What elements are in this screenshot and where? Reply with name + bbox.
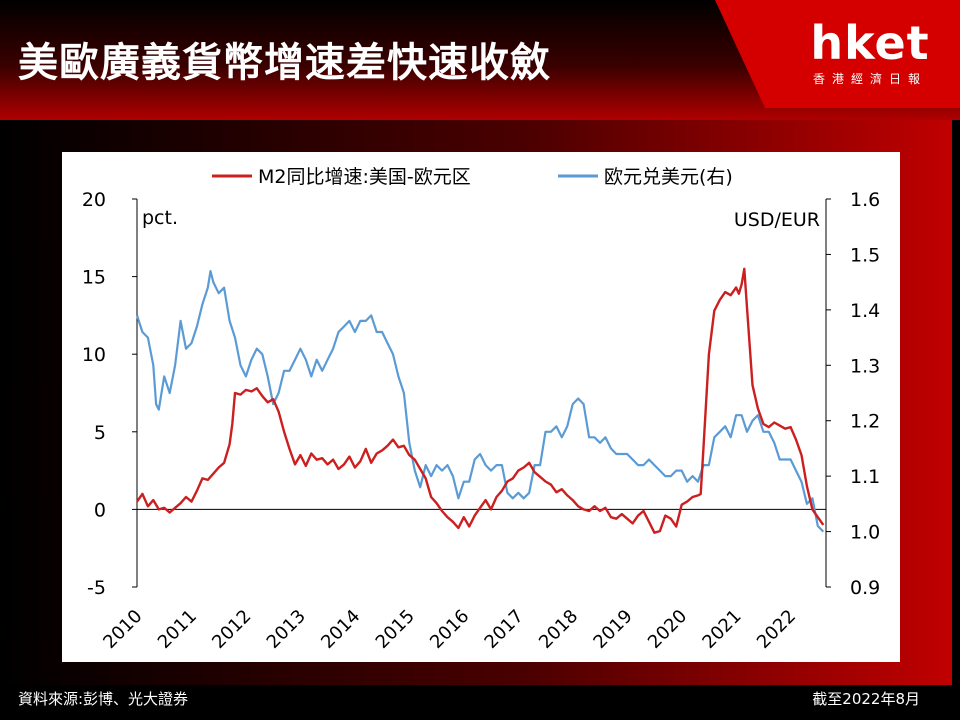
x-tick-label: 2010 [99,606,146,653]
left-tick-label: 5 [94,422,106,444]
chart-card: 20 15 10 5 0 -5 1.6 1.5 1.4 1.3 1.2 1.1 1.0 0.9 2010 20… [62,152,900,662]
headline: 美歐廣義貨幣增速差快速收斂 [18,40,551,86]
right-tick-label: 1.2 [850,411,880,433]
series-line-eurusd [135,270,825,533]
right-tick-label: 1.6 [850,189,880,211]
x-tick-label: 2012 [208,606,255,653]
right-tick-label: 1.3 [850,355,880,377]
left-axis-unit: pct. [142,207,178,229]
x-tick-label: 2020 [644,606,691,653]
left-tick-label: 20 [82,189,106,211]
left-tick-label: 0 [94,499,106,521]
as-of-date: 截至2022年8月 [812,690,920,708]
brand-logo: hket 香港經濟日報 [800,18,940,87]
brand-name: hket [810,16,930,70]
right-tick-label: 0.9 [850,577,880,599]
x-tick-label: 2022 [753,606,800,653]
x-tick-label: 2014 [317,606,364,653]
left-tick-label: 10 [82,344,106,366]
right-tick-label: 1.5 [850,244,880,266]
legend-label-eurusd: 欧元兑美元(右) [604,166,733,188]
right-tick-label: 1.1 [850,466,880,488]
x-tick-label: 2017 [481,606,528,653]
series-line-m2 [136,267,825,534]
x-tick-label: 2018 [535,606,582,653]
logo-panel [715,0,960,108]
x-tick-label: 2015 [372,606,419,653]
left-tick-label: 15 [82,267,106,289]
x-tick-label: 2016 [426,606,473,653]
x-tick-label: 2013 [263,606,310,653]
left-tick-label: -5 [87,577,106,599]
right-tick-label: 1.4 [850,300,880,322]
x-tick-label: 2021 [698,606,745,653]
x-tick-label: 2011 [154,606,201,653]
source-note: 資料來源:彭博、光大證券 [18,690,189,708]
right-tick-label: 1.0 [850,522,880,544]
brand-tagline: 香港經濟日報 [812,72,927,86]
x-tick-label: 2019 [589,606,636,653]
legend-label-m2: M2同比增速:美国-欧元区 [258,166,471,188]
right-axis-unit: USD/EUR [734,209,820,231]
